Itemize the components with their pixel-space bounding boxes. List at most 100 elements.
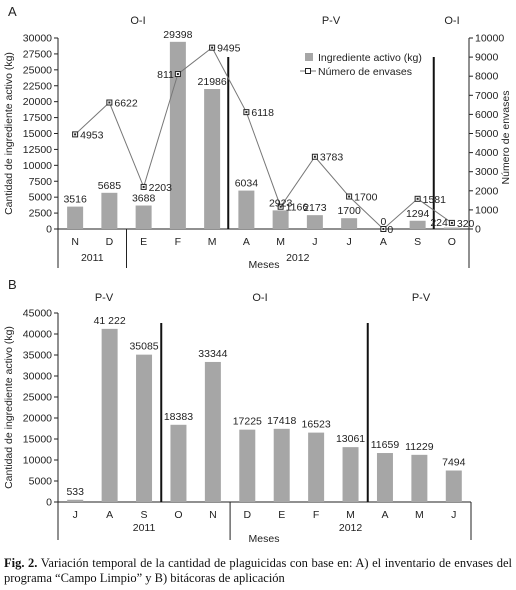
panel-a-bar bbox=[306, 215, 323, 229]
panel-b-y-tick-label: 15000 bbox=[23, 434, 52, 446]
panel-a-line-label: 6118 bbox=[251, 107, 274, 119]
panel-a-y2-tick-label: 0 bbox=[475, 224, 481, 236]
panel-a-bar-label: 29398 bbox=[163, 29, 192, 41]
panel-b-y-tick-label: 40000 bbox=[23, 329, 52, 341]
panel-b-category-label: J bbox=[451, 509, 456, 521]
panel-b-y-tick-label: 20000 bbox=[23, 413, 52, 425]
panel-a-category-label: J bbox=[312, 236, 317, 248]
panel-a-y-tick-label: 30000 bbox=[23, 33, 52, 45]
panel-a-line-label: 3783 bbox=[320, 152, 344, 164]
panel-a-bar bbox=[238, 190, 255, 229]
panel-a-bar bbox=[204, 89, 221, 230]
panel-a-line-marker-dot bbox=[382, 228, 385, 230]
panel-a-bar bbox=[135, 205, 152, 229]
panel-b-y-tick-label: 45000 bbox=[23, 308, 52, 320]
panel-a-line-marker-dot bbox=[245, 111, 248, 114]
panel-a-y2-tick-label: 7000 bbox=[475, 90, 499, 102]
panel-a-bar-label: 5685 bbox=[98, 180, 122, 192]
panel-a-line-label: 0 bbox=[387, 224, 393, 236]
panel-a-category-label: F bbox=[175, 236, 181, 248]
panel-a-line-marker-dot bbox=[108, 101, 111, 104]
panel-b-bar bbox=[239, 429, 256, 502]
panel-b-season-label: P-V bbox=[95, 292, 114, 304]
panel-b-bar bbox=[101, 328, 118, 502]
panel-a-y-tick-label: 2500 bbox=[29, 208, 53, 220]
panel-b-bar bbox=[411, 454, 428, 502]
panel-b-y-tick-label: 25000 bbox=[23, 392, 52, 404]
panel-a-line-label: 320 bbox=[457, 218, 475, 230]
panel-a-x-axis-title: Meses bbox=[249, 259, 280, 271]
panel-a-line-label: 6622 bbox=[114, 98, 138, 110]
chart-svg: A025005000750010000125001500017500200002… bbox=[3, 4, 512, 545]
panel-b-bar bbox=[204, 361, 221, 502]
panel-a-y2-tick-label: 10000 bbox=[475, 33, 504, 45]
panel-b-y-tick-label: 35000 bbox=[23, 350, 52, 362]
panel-b-category-label: S bbox=[141, 509, 148, 521]
legend-line-label: Número de envases bbox=[318, 66, 412, 78]
panel-a-category-label: D bbox=[106, 236, 114, 248]
panel-a-line-marker-dot bbox=[279, 205, 282, 208]
panel-a-bar-label: 2923 bbox=[269, 197, 293, 209]
panel-b-category-label: J bbox=[73, 509, 78, 521]
panel-a-line-marker-dot bbox=[211, 46, 214, 49]
panel-a-bar-label: 3516 bbox=[63, 194, 87, 206]
panel-a-bar bbox=[409, 220, 426, 229]
panel-b-category-label: E bbox=[278, 509, 285, 521]
panel-b-bar-label: 7494 bbox=[442, 457, 466, 469]
panel-a-category-label: S bbox=[414, 236, 421, 248]
panel-a-bar-label: 1700 bbox=[337, 205, 361, 217]
panel-a-bar-label: 0 bbox=[380, 216, 386, 228]
panel-a-season-label: P-V bbox=[322, 15, 341, 27]
panel-a-bar-label: 2173 bbox=[303, 202, 327, 214]
panel-b-bar-label: 17225 bbox=[233, 416, 262, 428]
panel-a-y-tick-label: 17500 bbox=[23, 112, 52, 124]
panel-b-bar-label: 18383 bbox=[164, 411, 193, 423]
panel-b-bar-label: 41 222 bbox=[94, 315, 126, 327]
panel-a-y-tick-label: 20000 bbox=[23, 96, 52, 108]
panel-a-line-label: 811 bbox=[157, 69, 174, 81]
panel-a-bar bbox=[341, 218, 358, 229]
panel-a-y2-tick-label: 3000 bbox=[475, 166, 499, 178]
panel-a-y-axis-title: Cantidad de ingrediente activo (kg) bbox=[3, 52, 15, 215]
panel-a-bar-label: 1294 bbox=[406, 208, 430, 220]
figure: A 0 2500 5000 7500 10000 12500 15000 17500 20000 2… bbox=[3, 4, 512, 545]
panel-b-y-tick-label: 5000 bbox=[29, 476, 53, 488]
panel-b-year-label: 2012 bbox=[339, 522, 363, 534]
panel-a-y-tick-label: 12500 bbox=[23, 144, 52, 156]
panel-b-season-label: P-V bbox=[412, 292, 431, 304]
panel-b-bar-label: 33344 bbox=[198, 348, 227, 360]
panel-a-line-marker-dot bbox=[313, 155, 316, 158]
panel-a-y2-tick-label: 2000 bbox=[475, 185, 499, 197]
panel-b-season-label: O-I bbox=[252, 292, 267, 304]
panel-b-bar bbox=[376, 453, 393, 502]
panel-a-category-label: N bbox=[71, 236, 79, 248]
panel-b-bar-label: 35085 bbox=[129, 341, 158, 353]
panel-a-line-marker-dot bbox=[348, 195, 351, 198]
panel-b-category-label: F bbox=[313, 509, 319, 521]
panel-b-category-label: A bbox=[381, 509, 388, 521]
panel-a-y2-tick-label: 5000 bbox=[475, 128, 499, 140]
panel-a-category-label: M bbox=[208, 236, 217, 248]
panel-a-line-marker-dot bbox=[74, 133, 77, 136]
panel-b-bar-label: 11229 bbox=[405, 441, 434, 453]
panel-b-category-label: O bbox=[174, 509, 182, 521]
panel-a-y-tick-label: 5000 bbox=[29, 192, 53, 204]
panel-b-bar-label: 13061 bbox=[336, 433, 365, 445]
panel-a-line-label: 9495 bbox=[217, 43, 241, 55]
panel-a-line-label: 1581 bbox=[423, 194, 447, 206]
panel-a-line-label: 4953 bbox=[80, 129, 104, 141]
panel-b-bar-label: 533 bbox=[66, 486, 84, 498]
panel-b-x-axis-title: Meses bbox=[249, 533, 280, 545]
panel-a-year-label: 2011 bbox=[81, 252, 104, 264]
panel-a-y-tick-label: 22500 bbox=[23, 80, 52, 92]
panel-a-season-label: O-I bbox=[130, 15, 145, 27]
figure-caption: Fig. 2. Variación temporal de la cantida… bbox=[4, 556, 512, 586]
panel-b-bar-label: 16523 bbox=[302, 419, 331, 431]
panel-b-bar bbox=[342, 447, 359, 502]
panel-a-line-label: 2203 bbox=[149, 182, 173, 194]
panel-a-bar bbox=[443, 227, 460, 229]
panel-a-category-label: A bbox=[243, 236, 250, 248]
panel-b-y-tick-label: 30000 bbox=[23, 371, 52, 383]
panel-a-year-label: 2012 bbox=[286, 252, 310, 264]
panel-b-category-label: N bbox=[209, 509, 217, 521]
